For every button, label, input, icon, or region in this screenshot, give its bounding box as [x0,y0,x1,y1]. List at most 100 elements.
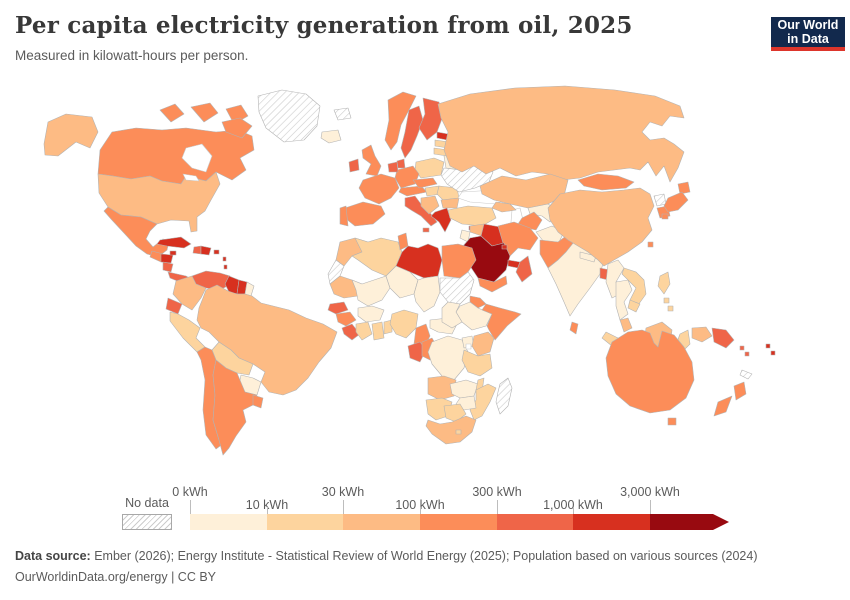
country-lesotho[interactable] [455,429,462,435]
country-new-zealand-south[interactable] [713,395,733,417]
country-svalbard[interactable] [333,107,352,121]
country-thailand[interactable] [615,279,633,321]
country-australia-tasmania[interactable] [667,417,677,426]
country-philippines[interactable] [657,271,671,295]
country-philippines-island[interactable] [663,297,670,304]
country-netherlands-belgium[interactable] [387,161,399,173]
country-canada-island[interactable] [221,117,253,139]
country-norway[interactable] [384,91,417,151]
country-china[interactable] [547,187,655,267]
country-poland[interactable] [414,157,445,179]
country-italy[interactable] [404,195,438,227]
country-germany[interactable] [394,165,420,189]
country-yemen[interactable] [477,275,508,293]
country-kuwait[interactable] [501,244,508,250]
country-lesser-antilles[interactable] [223,264,228,270]
country-portugal[interactable] [339,205,349,227]
legend-segment[interactable] [420,514,497,530]
country-ireland[interactable] [348,158,360,173]
country-united-kingdom[interactable] [361,144,382,177]
country-switzerland-austria[interactable] [398,185,428,197]
country-czech-slovakia[interactable] [412,177,438,189]
country-north-korea[interactable] [653,193,667,207]
country-canada-island[interactable] [159,103,185,123]
country-sudan[interactable] [439,271,475,305]
legend-segment[interactable] [573,514,650,530]
country-japan-honshu[interactable] [663,191,689,213]
country-angola[interactable] [427,375,457,401]
country-kenya[interactable] [471,331,495,357]
country-canada-island[interactable] [225,104,249,125]
country-tanzania[interactable] [461,349,493,377]
country-burkina-faso[interactable] [357,305,385,323]
country-new-caledonia[interactable] [739,369,753,380]
country-sierra-leone-liberia[interactable] [341,323,361,341]
country-japan-kyushu[interactable] [661,213,669,220]
country-colombia[interactable] [172,275,207,311]
country-russia[interactable] [437,85,685,183]
country-madagascar[interactable] [495,377,513,415]
country-south-africa[interactable] [425,415,477,445]
country-france[interactable] [358,173,400,205]
country-bulgaria[interactable] [440,197,460,209]
country-drc[interactable] [427,335,469,381]
legend-no-data-swatch[interactable] [122,514,172,530]
country-ghana[interactable] [371,321,385,341]
owid-logo[interactable]: Our World in Data [771,17,845,51]
legend-segment[interactable] [343,514,420,530]
country-peru[interactable] [169,311,206,353]
country-south-sudan[interactable] [441,301,463,329]
country-west-papua[interactable] [691,326,713,343]
country-canada[interactable] [97,127,255,185]
country-iceland[interactable] [320,129,342,144]
country-lesser-antilles[interactable] [222,256,227,262]
country-georgia-azerbaijan[interactable] [491,201,517,213]
country-japan-hokkaido[interactable] [677,181,691,195]
country-oman[interactable] [515,255,533,283]
country-italy-sicily[interactable] [422,227,430,233]
credit-line[interactable]: OurWorldinData.org/energy | CC BY [15,570,217,584]
country-mongolia[interactable] [577,173,635,191]
country-senegal[interactable] [327,301,349,315]
legend-segment[interactable] [267,514,343,530]
country-argentina[interactable] [212,359,258,456]
country-turkey[interactable] [447,205,497,227]
country-uruguay[interactable] [252,394,264,409]
country-cuba[interactable] [156,236,192,249]
country-taiwan[interactable] [647,241,654,248]
country-cambodia[interactable] [627,299,641,313]
country-malaysia[interactable] [619,317,633,333]
country-canada-island[interactable] [190,102,219,123]
country-balkans[interactable] [420,195,440,215]
country-alaska[interactable] [43,113,99,157]
country-honduras[interactable] [160,253,174,264]
legend-segment[interactable] [190,514,267,530]
country-nicaragua[interactable] [162,261,174,273]
country-french-guiana[interactable] [244,281,255,297]
country-nepal[interactable] [579,251,597,263]
country-jamaica[interactable] [169,250,177,256]
country-greece[interactable] [430,207,452,233]
country-new-zealand-north[interactable] [733,381,747,401]
country-somalia[interactable] [481,303,522,341]
country-puerto-rico[interactable] [213,249,220,255]
country-sweden[interactable] [400,105,424,159]
legend-segment[interactable] [497,514,573,530]
country-brazil[interactable] [196,284,338,396]
country-denmark[interactable] [396,158,406,169]
country-mali[interactable] [351,275,391,307]
country-chad[interactable] [413,275,441,313]
country-egypt[interactable] [441,243,477,279]
country-solomon-islands[interactable] [744,351,750,357]
country-zambia[interactable] [449,379,479,399]
country-papua-new-guinea[interactable] [711,327,735,349]
legend-segment-arrow[interactable] [650,514,729,530]
country-australia[interactable] [605,329,695,414]
country-solomon-islands[interactable] [739,345,745,351]
country-ivory-coast[interactable] [355,321,373,341]
country-fiji[interactable] [770,350,776,356]
country-fiji[interactable] [765,343,771,349]
country-guinea[interactable] [335,311,357,327]
country-dominican-republic[interactable] [200,245,212,256]
country-philippines-island[interactable] [667,305,674,312]
